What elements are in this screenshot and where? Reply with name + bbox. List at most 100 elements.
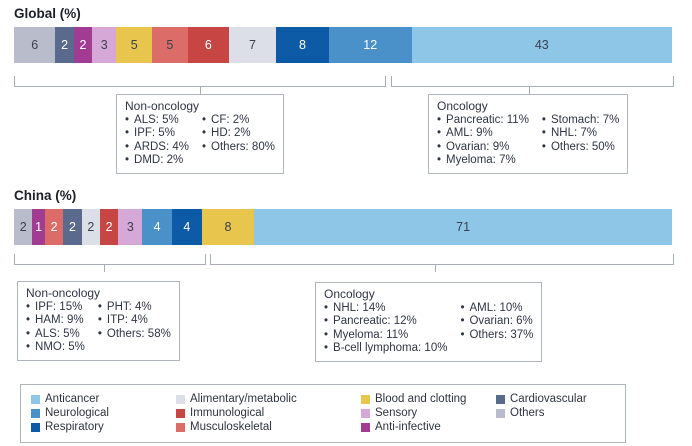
- bullet-icon: •: [125, 113, 130, 126]
- bar-segment-anticancer: 71: [254, 209, 672, 245]
- annotation-item: • Others: 58%: [98, 328, 171, 342]
- annotation-title: Oncology: [324, 287, 375, 301]
- legend-swatch: [31, 394, 40, 404]
- annotation-item-text: Ovarian: 6%: [469, 315, 533, 327]
- bar-segment-value: 2: [19, 220, 27, 234]
- global-non-oncology-box: Non-oncology • ALS: 5% • IPF: 5% • ARDS: 4% • DM…: [116, 94, 284, 174]
- bar-segment-respiratory: 4: [172, 209, 202, 245]
- legend-swatch: [361, 394, 370, 404]
- legend-column: Anticancer Neurological Respiratory: [31, 392, 176, 435]
- annotation-item: • Others: 37%: [460, 329, 533, 343]
- legend-swatch: [176, 408, 185, 418]
- china-chart-title: China (%): [14, 188, 77, 203]
- bar-segment-immunological: 2: [99, 209, 119, 245]
- bullet-icon: •: [97, 300, 102, 313]
- annotation-item-text: HD: 2%: [211, 127, 251, 139]
- china-non-oncology-box: Non-oncology • IPF: 15% • HAM: 9% • ALS: 5% • NM…: [17, 281, 180, 361]
- annotation-column: • Stomach: 7% • NHL: 7% • Others: 50%: [542, 114, 619, 155]
- annotation-item: • DMD: 2%: [125, 154, 189, 168]
- legend-item-neurological: Neurological: [31, 406, 176, 420]
- global-chart-title: Global (%): [14, 6, 81, 21]
- bar-segment-value: 2: [105, 220, 113, 234]
- bullet-icon: •: [324, 342, 329, 354]
- annotation-item: • ALS: 5%: [26, 328, 85, 342]
- annotation-item-text: NHL: 7%: [550, 127, 597, 139]
- bar-segment-cardiovascular: 2: [63, 209, 82, 245]
- bar-segment-value: 6: [31, 38, 39, 52]
- annotation-item: • Ovarian: 9%: [437, 141, 529, 155]
- annotation-item-text: AML: 10%: [469, 301, 523, 314]
- bullet-icon: •: [125, 127, 130, 139]
- bar-segment-sensory: 3: [118, 209, 143, 245]
- annotation-item-text: AML: 9%: [446, 127, 493, 139]
- annotation-item: • CF: 2%: [202, 114, 275, 128]
- bar-segment-neurological: 4: [142, 209, 172, 245]
- bar-segment-musculoskeletal: 5: [151, 27, 188, 63]
- annotation-item: • Others: 50%: [542, 141, 619, 155]
- bar-segment-cardiovascular: 2: [55, 27, 74, 63]
- annotation-columns: • ALS: 5% • IPF: 5% • ARDS: 4% • DMD: 2% • CF: 2%…: [125, 114, 275, 168]
- bar-segment-respiratory: 8: [276, 27, 329, 63]
- bullet-icon: •: [26, 314, 31, 326]
- annotation-item-text: ARDS: 4%: [134, 140, 189, 153]
- annotation-item: • HAM: 9%: [26, 314, 85, 328]
- annotation-item-text: B-cell lymphoma: 10%: [333, 342, 448, 354]
- bar-segment-anti-infective: 1: [32, 209, 45, 245]
- bar-segment-anti-infective: 2: [73, 27, 93, 63]
- annotation-item-text: PHT: 4%: [106, 300, 152, 313]
- annotation-item-text: ALS: 5%: [35, 327, 80, 340]
- legend-column: Blood and clotting Sensory Anti-infective: [361, 392, 496, 435]
- bullet-icon: •: [460, 301, 465, 314]
- legend-swatch: [31, 408, 40, 418]
- annotation-column: • AML: 10% • Ovarian: 6% • Others: 37%: [460, 302, 533, 343]
- bullet-icon: •: [125, 154, 130, 166]
- bullet-icon: •: [202, 127, 207, 139]
- annotation-item-text: NMO: 5%: [35, 341, 85, 353]
- bullet-icon: •: [437, 154, 442, 166]
- bar-segment-value: 5: [130, 38, 138, 52]
- annotation-item: • NHL: 7%: [542, 127, 619, 141]
- bar-segment-value: 5: [166, 38, 174, 52]
- global-stacked-bar: 6 2 2 3 5 5 6 7 8 12 43: [14, 27, 673, 63]
- bar-segment-value: 2: [68, 220, 76, 234]
- annotation-item: • IPF: 15%: [26, 301, 85, 315]
- legend-label: Respiratory: [45, 421, 104, 433]
- legend-swatch: [176, 422, 185, 432]
- annotation-item: • HD: 2%: [202, 127, 275, 141]
- annotation-item-text: Pancreatic: 12%: [333, 315, 417, 327]
- annotation-column: • PHT: 4% • ITP: 4% • Others: 58%: [98, 301, 171, 342]
- global-oncology-bracket: [391, 76, 674, 87]
- annotation-columns: • NHL: 14% • Pancreatic: 12% • Myeloma: 11% • B…: [324, 302, 533, 356]
- annotation-item: • AML: 10%: [460, 302, 533, 316]
- annotation-item-text: Others: 80%: [211, 140, 275, 153]
- bullet-icon: •: [541, 113, 546, 126]
- annotation-columns: • IPF: 15% • HAM: 9% • ALS: 5% • NMO: 5% • PHT: 4…: [26, 301, 171, 355]
- annotation-item: • NHL: 14%: [324, 302, 447, 316]
- annotation-item-text: Myeloma: 11%: [333, 328, 409, 341]
- annotation-column: • IPF: 15% • HAM: 9% • ALS: 5% • NMO: 5%: [26, 301, 85, 355]
- bullet-icon: •: [97, 327, 102, 340]
- bar-segment-anticancer: 43: [411, 27, 673, 63]
- legend-item-anti-infective: Anti-infective: [361, 420, 496, 434]
- china-oncology-box: Oncology • NHL: 14% • Pancreatic: 12% • Myelom…: [315, 282, 543, 362]
- bar-segment-value: 2: [50, 220, 58, 234]
- legend-swatch: [31, 422, 40, 432]
- legend-swatch: [496, 408, 505, 418]
- annotation-item-text: HAM: 9%: [35, 314, 84, 326]
- annotation-item-text: Myeloma: 7%: [446, 154, 516, 166]
- china-non-oncology-bracket: [14, 254, 206, 265]
- bar-segment-value: 8: [299, 38, 306, 52]
- annotation-title: Non-oncology: [26, 286, 101, 300]
- annotation-column: • Pancreatic: 11% • AML: 9% • Ovarian: 9% • Mye…: [437, 114, 529, 168]
- bullet-icon: •: [437, 140, 442, 153]
- legend-column: Alimentary/metabolic Immunological Musculo…: [176, 392, 361, 435]
- bar-segment-value: 6: [204, 38, 212, 52]
- annotation-title: Non-oncology: [125, 99, 200, 113]
- annotation-item: • IPF: 5%: [125, 127, 189, 141]
- annotation-item: • ALS: 5%: [125, 114, 189, 128]
- legend-item-anticancer: Anticancer: [31, 392, 176, 406]
- bullet-icon: •: [324, 315, 329, 327]
- bullet-icon: •: [460, 315, 465, 327]
- bar-segment-value: 2: [61, 38, 69, 52]
